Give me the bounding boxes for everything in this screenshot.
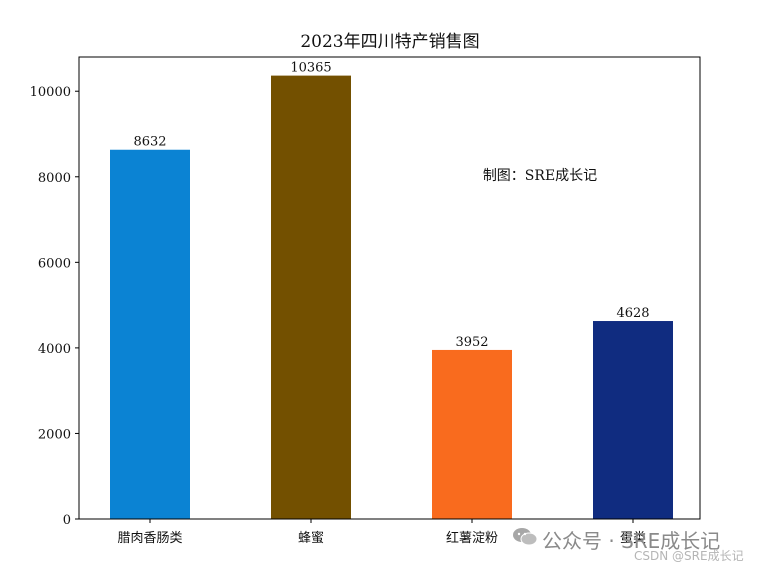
- bar-value-label-1: 10365: [290, 61, 331, 76]
- bar-0: [110, 149, 190, 519]
- x-tick-label-1: 蜂蜜: [298, 531, 324, 546]
- y-tick-label-4: 8000: [38, 171, 71, 186]
- watermark: 公众号 · SRE成长记 CSDN @SRE成长记: [512, 525, 762, 563]
- y-tick-label-1: 2000: [38, 427, 71, 442]
- y-tick-label-2: 4000: [38, 342, 71, 357]
- y-tick-label-0: 0: [63, 513, 71, 528]
- bar-1: [271, 75, 351, 519]
- bar-3: [593, 321, 673, 519]
- x-tick-label-0: 腊肉香肠类: [117, 531, 182, 546]
- chart-title: 2023年四川特产销售图: [300, 32, 479, 52]
- csdn-watermark-text: CSDN @SRE成长记: [634, 549, 744, 563]
- chart-annotation: 制图：SRE成长记: [483, 168, 597, 184]
- wechat-icon: [512, 527, 538, 547]
- bar-value-label-0: 8632: [133, 135, 166, 150]
- y-tick-label-5: 10000: [30, 85, 71, 100]
- x-tick-label-2: 红薯淀粉: [446, 530, 498, 546]
- plot-frame: [78, 56, 701, 520]
- x-tick-label-3: 蛋类: [620, 531, 646, 546]
- bar-value-label-2: 3952: [455, 335, 488, 350]
- bar-value-label-3: 4628: [616, 306, 649, 321]
- bar-2: [432, 349, 512, 519]
- wechat-watermark-text: 公众号 · SRE成长记: [542, 529, 721, 553]
- y-tick-label-3: 6000: [38, 256, 71, 271]
